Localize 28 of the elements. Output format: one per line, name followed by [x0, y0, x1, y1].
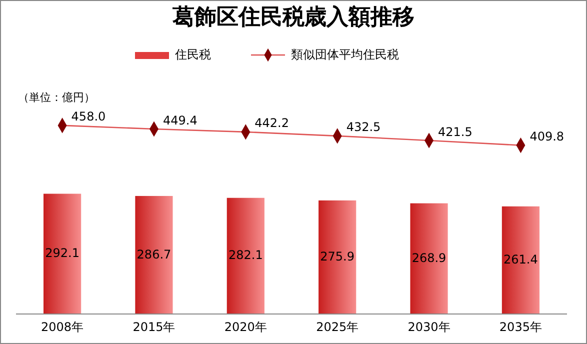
bar: [502, 206, 540, 314]
bar: [135, 196, 173, 314]
legend-label: 類似団体平均住民税: [291, 47, 399, 62]
x-tick-label: 2008年: [41, 320, 84, 334]
data-label: 442.2: [254, 116, 290, 130]
data-label: 421.5: [438, 124, 472, 139]
x-tick-label: 2020年: [224, 320, 267, 334]
data-label: 449.4: [162, 113, 198, 128]
text: （単位：億円）: [18, 91, 95, 104]
data-label: 286.7: [136, 247, 172, 262]
data-label: 282.1: [228, 248, 263, 262]
x-tick-label: 2025年: [316, 320, 359, 334]
x-tick-label: 2035年: [499, 320, 542, 334]
data-label: 432.5: [346, 120, 381, 134]
bar: [226, 198, 264, 314]
x-tick-label: 2015年: [132, 320, 176, 334]
data-label: 458.0: [71, 110, 106, 124]
data-label: 261.4: [504, 252, 538, 266]
data-label: 268.9: [412, 250, 446, 265]
chart-title: 葛飾区住民税歳入額推移: [172, 4, 414, 30]
data-label: 275.9: [320, 249, 355, 264]
data-label: 292.1: [45, 246, 80, 260]
bar: [318, 200, 356, 314]
x-tick-label: 2030年: [408, 320, 450, 334]
data-label: 409.8: [530, 130, 564, 144]
legend-label: 住民税: [174, 47, 211, 62]
bar: [44, 194, 82, 314]
bar: [410, 203, 448, 314]
